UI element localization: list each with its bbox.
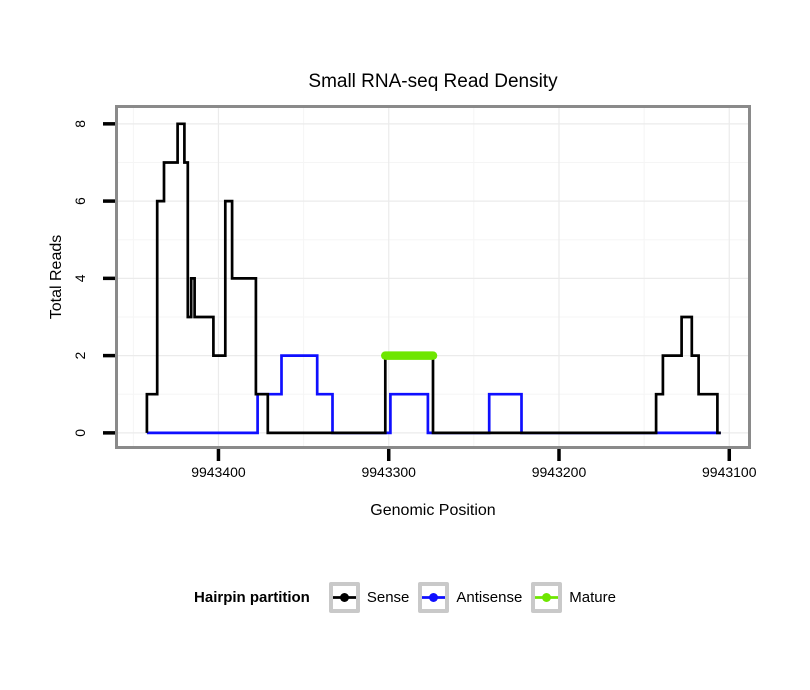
legend-label-mature: Mature — [569, 588, 616, 606]
x-axis-title: Genomic Position — [370, 502, 496, 519]
line-point-glyph — [332, 592, 356, 602]
legend-item-mature: Mature — [531, 581, 616, 613]
y-tick-label: 8 — [72, 120, 88, 128]
legend-item-sense: Sense — [328, 581, 410, 613]
x-tick-label: 9943200 — [532, 464, 587, 480]
legend: Hairpin partition Sense Antisense Mature — [0, 578, 810, 616]
chart-title: Small RNA-seq Read Density — [308, 71, 558, 92]
y-tick-label: 0 — [72, 429, 88, 437]
y-tick-label: 4 — [72, 274, 88, 282]
line-point-glyph — [535, 592, 559, 602]
legend-label-antisense: Antisense — [456, 588, 523, 606]
y-axis-title: Total Reads — [48, 234, 65, 320]
panel-border — [115, 105, 751, 449]
chart-plot-area: 9943400 9943300 9943200 9943100 0 2 4 6 8 — [72, 105, 757, 480]
legend-title: Hairpin partition — [194, 588, 310, 606]
legend-key-mature — [531, 581, 563, 613]
series-sense-line — [145, 122, 721, 435]
legend-key-antisense — [418, 581, 450, 613]
y-tick-label: 2 — [72, 352, 88, 360]
x-tick-label: 9943400 — [191, 464, 246, 480]
legend-key-sense — [328, 581, 360, 613]
line-point-glyph — [422, 592, 446, 602]
y-tick-label: 6 — [72, 197, 88, 205]
x-tick-label: 9943100 — [702, 464, 757, 480]
legend-item-antisense: Antisense — [418, 581, 523, 613]
legend-label-sense: Sense — [366, 588, 410, 606]
x-tick-label: 9943300 — [361, 464, 416, 480]
